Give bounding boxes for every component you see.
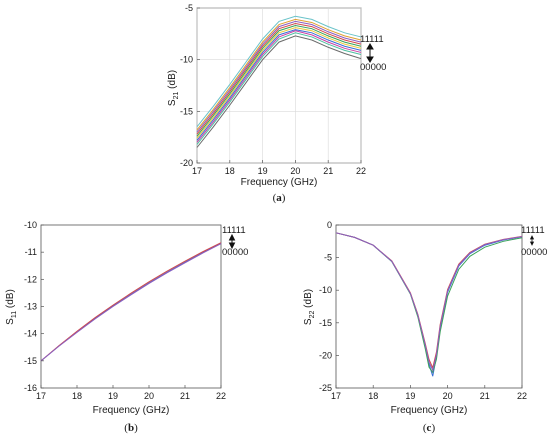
panel-b: 17 18 19 20 21 22 -16 -15 -14 -13 -12 -11 -10 Freque… [5,220,248,434]
x-tick-label: 21 [180,391,190,401]
y-axis-label-a-sub: 21 [173,92,180,100]
y-tick-label: -13 [24,302,37,312]
series-line-b-1 [40,242,222,362]
caption-b: (b) [124,422,138,434]
y-tick-label: -16 [24,383,37,393]
annotation-bottom-b: 00000 [222,247,248,258]
annotation-bottom-c: 00000 [521,247,547,258]
panel-a: 17 18 19 20 21 22-20-15-10-5 Frequency (GHz) … [167,3,386,204]
y-tick-label: -14 [24,329,37,339]
x-tick-label: 19 [258,166,268,176]
y-tick-label: -12 [24,274,37,284]
series-line-a-4 [196,25,362,137]
x-axis-label-b: Frequency (GHz) [93,405,170,416]
x-tick-label: 17 [192,166,202,176]
y-axis-label-b-main: S [5,318,16,325]
ticks-c: 17 18 19 20 21 22 -25 -20 -15 -10 -5 0 [319,220,527,401]
y-tick-label: -10 [24,220,37,230]
y-axis-label-c-unit: (dB) [303,289,314,311]
y-tick-label: -5 [185,3,193,13]
y-axis-label-c: S22 (dB) [303,289,316,325]
grid-a [196,7,362,164]
x-tick-label: 20 [290,166,300,176]
x-tick-label: 17 [36,391,46,401]
y-axis-label-c-sub: 22 [309,311,316,319]
ticks-b: 17 18 19 20 21 22 -16 -15 -14 -13 -12 -11 -10 [24,220,226,401]
annotation-bottom-a: 00000 [360,62,386,73]
x-tick-label: 18 [368,391,378,401]
double-arrow-a [366,43,374,63]
x-tick-label: 22 [216,391,226,401]
y-tick-label: -20 [180,158,193,168]
series-group-a [196,15,362,148]
series-line-a-1 [196,18,362,131]
series-group-b [40,242,222,362]
y-tick-label: -15 [319,318,332,328]
y-tick-label: -5 [324,253,332,263]
x-tick-label: 18 [225,166,235,176]
y-axis-label-c-main: S [303,318,314,325]
y-tick-label: -15 [180,106,193,116]
x-tick-label: 20 [443,391,453,401]
annotation-top-b: 11111 [222,225,246,236]
y-tick-label: 0 [327,220,332,230]
x-axis-label-c: Frequency (GHz) [391,405,468,416]
x-tick-label: 21 [480,391,490,401]
series-group-c [335,232,523,377]
x-tick-label: 17 [331,391,341,401]
x-tick-label: 20 [144,391,154,401]
plot-area-b [40,224,222,389]
y-axis-label-a-unit: (dB) [167,70,178,92]
annotation-top-c: 11111 [521,225,545,236]
y-axis-label-b-sub: 11 [11,311,18,318]
y-axis-label-b: S11 (dB) [5,289,18,325]
panel-c: 17 18 19 20 21 22 -25 -20 -15 -10 -5 0 Frequency (G… [303,220,547,434]
series-line-b-2 [40,243,222,362]
double-arrow-b [228,233,236,250]
annotation-top-a: 11111 [360,34,384,45]
y-tick-label: -10 [180,55,193,65]
y-tick-label: -20 [319,350,332,360]
series-line-a-9 [196,35,362,148]
y-tick-label: -11 [25,247,37,257]
series-line-c-3 [335,232,523,372]
caption-c: (c) [423,422,436,434]
y-axis-label-b-unit: (dB) [5,289,16,311]
series-line-a-8 [196,32,362,145]
double-arrow-c [529,235,535,246]
series-line-a-3 [196,22,362,135]
y-tick-label: -10 [319,285,332,295]
x-tick-label: 18 [72,391,82,401]
y-axis-label-a: S21 (dB) [167,70,180,106]
series-line-a-0 [196,15,362,128]
caption-a: (a) [273,192,286,204]
x-tick-label: 22 [356,166,366,176]
y-axis-label-a-main: S [167,99,178,106]
series-line-a-2 [196,20,362,133]
ticks-a: 17 18 19 20 21 22 -20 -15 -10 -5 [180,3,366,176]
y-tick-label: -25 [319,383,332,393]
x-axis-label-a: Frequency (GHz) [241,177,318,188]
series-line-a-5 [196,27,362,139]
y-tick-label: -15 [24,356,37,366]
x-tick-label: 19 [108,391,118,401]
series-line-a-6 [196,29,362,141]
x-tick-label: 19 [405,391,415,401]
series-line-a-7 [196,30,362,143]
x-tick-label: 22 [517,391,527,401]
x-tick-label: 21 [323,166,333,176]
